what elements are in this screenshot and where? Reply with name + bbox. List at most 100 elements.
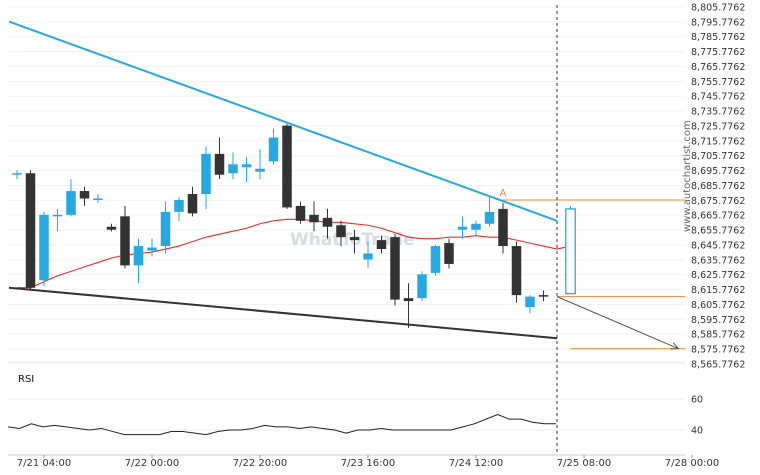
y-tick-label: 8,635.7762	[691, 255, 745, 266]
rsi-tick-label: 60	[691, 395, 703, 406]
y-tick-label: 8,575.7762	[691, 345, 745, 356]
candle-body	[430, 246, 441, 273]
candle	[484, 197, 495, 227]
candle-body	[147, 247, 157, 251]
y-tick-label: 8,795.7762	[691, 17, 745, 28]
candle	[457, 216, 468, 239]
candle-body	[417, 274, 427, 299]
candle	[25, 170, 36, 291]
annotations: A	[500, 5, 680, 455]
candle	[309, 201, 319, 232]
candle	[349, 229, 360, 254]
candle-body	[282, 125, 292, 208]
candle	[160, 201, 171, 254]
site-label: www.autochartist.com	[682, 120, 693, 232]
candle-body	[12, 173, 22, 175]
candle	[268, 128, 279, 165]
candle	[498, 202, 508, 254]
y-tick-label: 8,665.7762	[691, 211, 745, 222]
candle-body	[538, 295, 549, 297]
candle-body	[52, 214, 63, 217]
candle-body	[363, 253, 373, 260]
x-tick-label: 7/23 16:00	[341, 458, 395, 469]
candle	[363, 241, 373, 269]
candle-body	[565, 208, 576, 295]
candle	[403, 283, 414, 328]
candle	[79, 186, 90, 206]
candle-body	[309, 214, 319, 223]
candle	[295, 201, 306, 224]
y-tick-label: 8,705.7762	[691, 151, 745, 162]
support-line	[8, 286, 558, 340]
candle-body	[201, 153, 211, 195]
y-tick-label: 8,785.7762	[691, 32, 745, 43]
candle-body	[255, 168, 265, 172]
y-tick-label: 8,765.7762	[691, 62, 745, 73]
candle-body	[268, 137, 279, 162]
y-tick-label: 8,585.7762	[691, 330, 745, 341]
rsi-panel: 60 40	[7, 395, 703, 437]
candle	[52, 208, 63, 232]
candle	[133, 238, 144, 284]
candle	[228, 152, 238, 180]
grid	[8, 6, 685, 365]
candle-body	[484, 211, 495, 224]
y-tick-label: 8,775.7762	[691, 47, 745, 58]
x-tick-label: 7/22 00:00	[125, 458, 179, 469]
y-tick-label: 8,615.7762	[691, 285, 745, 296]
candle	[390, 234, 400, 306]
candle-body	[120, 216, 130, 266]
candle	[66, 179, 76, 217]
candles	[12, 124, 576, 328]
candle-body	[511, 246, 522, 296]
y-tick-label: 8,685.7762	[691, 181, 745, 192]
candle-body	[66, 191, 76, 215]
y-tick-label: 8,565.7762	[691, 359, 745, 370]
candle-body	[457, 226, 468, 230]
candle	[255, 149, 265, 180]
candle-body	[79, 191, 90, 199]
candle-body	[25, 173, 36, 288]
candle	[174, 197, 184, 221]
x-axis: 7/21 04:00 7/22 00:00 7/22 20:00 7/23 16:00…	[8, 454, 719, 469]
candle	[565, 205, 576, 295]
y-tick-label: 8,695.7762	[691, 166, 745, 177]
candle	[444, 238, 454, 269]
y-tick-label: 8,595.7762	[691, 315, 745, 326]
rsi-tick-label: 40	[691, 426, 703, 437]
y-tick-label: 8,715.7762	[691, 136, 745, 147]
candle-body	[390, 237, 400, 300]
candle	[241, 156, 252, 183]
candle	[538, 290, 549, 302]
candle-body	[228, 164, 238, 174]
candle-body	[444, 243, 454, 264]
candle-body	[295, 205, 306, 221]
candle-body	[214, 153, 225, 175]
candle-body	[322, 217, 333, 227]
moving-average-line	[17, 218, 571, 289]
candle-body	[187, 194, 198, 214]
candle-body	[525, 296, 535, 308]
candle	[106, 223, 117, 232]
x-tick-label: 7/22 20:00	[233, 458, 287, 469]
prediction-arrow-head	[670, 342, 680, 350]
candle-body	[106, 226, 117, 230]
y-tick-label: 8,645.7762	[691, 240, 745, 251]
candle	[525, 295, 535, 313]
rsi-line	[7, 413, 556, 436]
candle	[147, 238, 157, 257]
y-tick-label: 8,725.7762	[691, 121, 745, 132]
candle-body	[93, 198, 103, 200]
y-tick-label: 8,735.7762	[691, 107, 745, 118]
candle	[214, 137, 225, 180]
y-tick-label: 8,675.7762	[691, 196, 745, 207]
y-tick-label: 8,755.7762	[691, 77, 745, 88]
candle-body	[376, 240, 387, 250]
candle	[322, 208, 333, 239]
y-tick-label: 8,805.7762	[691, 3, 745, 14]
candle-body	[349, 237, 360, 241]
y-tick-label: 8,655.7762	[691, 226, 745, 237]
candle-body	[403, 298, 414, 302]
candle	[93, 194, 103, 203]
candle	[376, 235, 387, 254]
